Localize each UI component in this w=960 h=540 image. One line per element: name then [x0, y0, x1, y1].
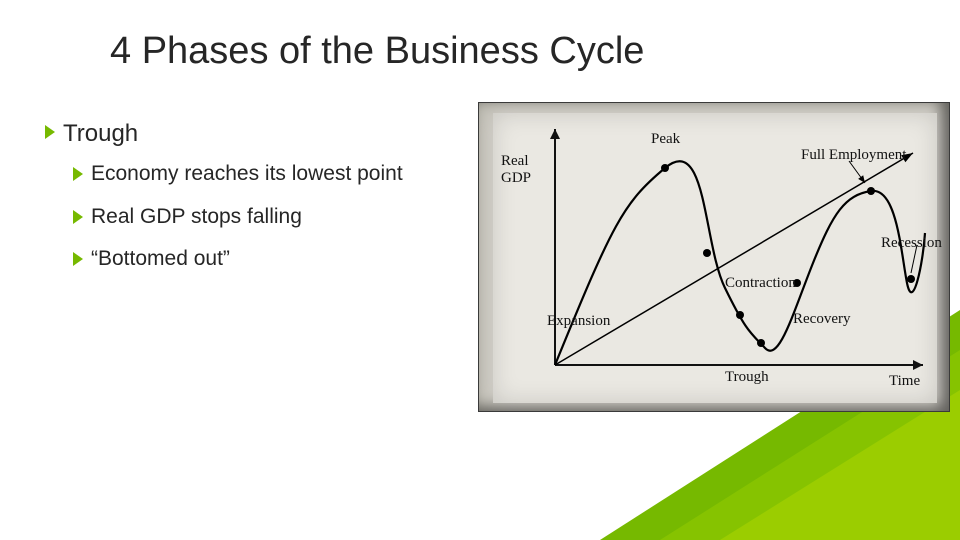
accent-corner-3 — [720, 390, 960, 540]
bullet-main: Trough — [45, 118, 445, 150]
bullet-sub-text: Economy reaches its lowest point — [91, 160, 403, 188]
bullet-sub-text: “Bottomed out” — [91, 245, 230, 273]
chart-point-label: Peak — [651, 131, 680, 148]
chart-point-label: Trough — [725, 369, 769, 386]
bullet-list: Trough Economy reaches its lowest point … — [45, 118, 445, 287]
chart-annotation: Expansion — [547, 313, 610, 330]
chart-point-label: Recession — [881, 235, 942, 252]
bullet-main-text: Trough — [63, 118, 138, 150]
chart-paper: PeakContractionTroughRecoveryRecessionFu… — [493, 113, 937, 403]
bullet-icon — [45, 125, 55, 139]
bullet-icon — [73, 167, 83, 181]
bullet-sub-3: “Bottomed out” — [73, 245, 445, 273]
bullet-sub-2: Real GDP stops falling — [73, 203, 445, 231]
slide-title: 4 Phases of the Business Cycle — [110, 30, 644, 73]
bullet-sub-1: Economy reaches its lowest point — [73, 160, 445, 188]
bullet-icon — [73, 210, 83, 224]
chart-point-label: Recovery — [793, 311, 850, 328]
bullet-icon — [73, 252, 83, 266]
y-axis-label: Real GDP — [501, 153, 531, 187]
bullet-sub-text: Real GDP stops falling — [91, 203, 302, 231]
chart-annotation: Full Employment — [801, 147, 906, 164]
x-axis-label: Time — [889, 373, 920, 390]
business-cycle-chart-photo: Peak Contraction Trough Recovery Recession Fu… — [478, 102, 950, 412]
chart-point-label: Contraction — [725, 275, 796, 292]
